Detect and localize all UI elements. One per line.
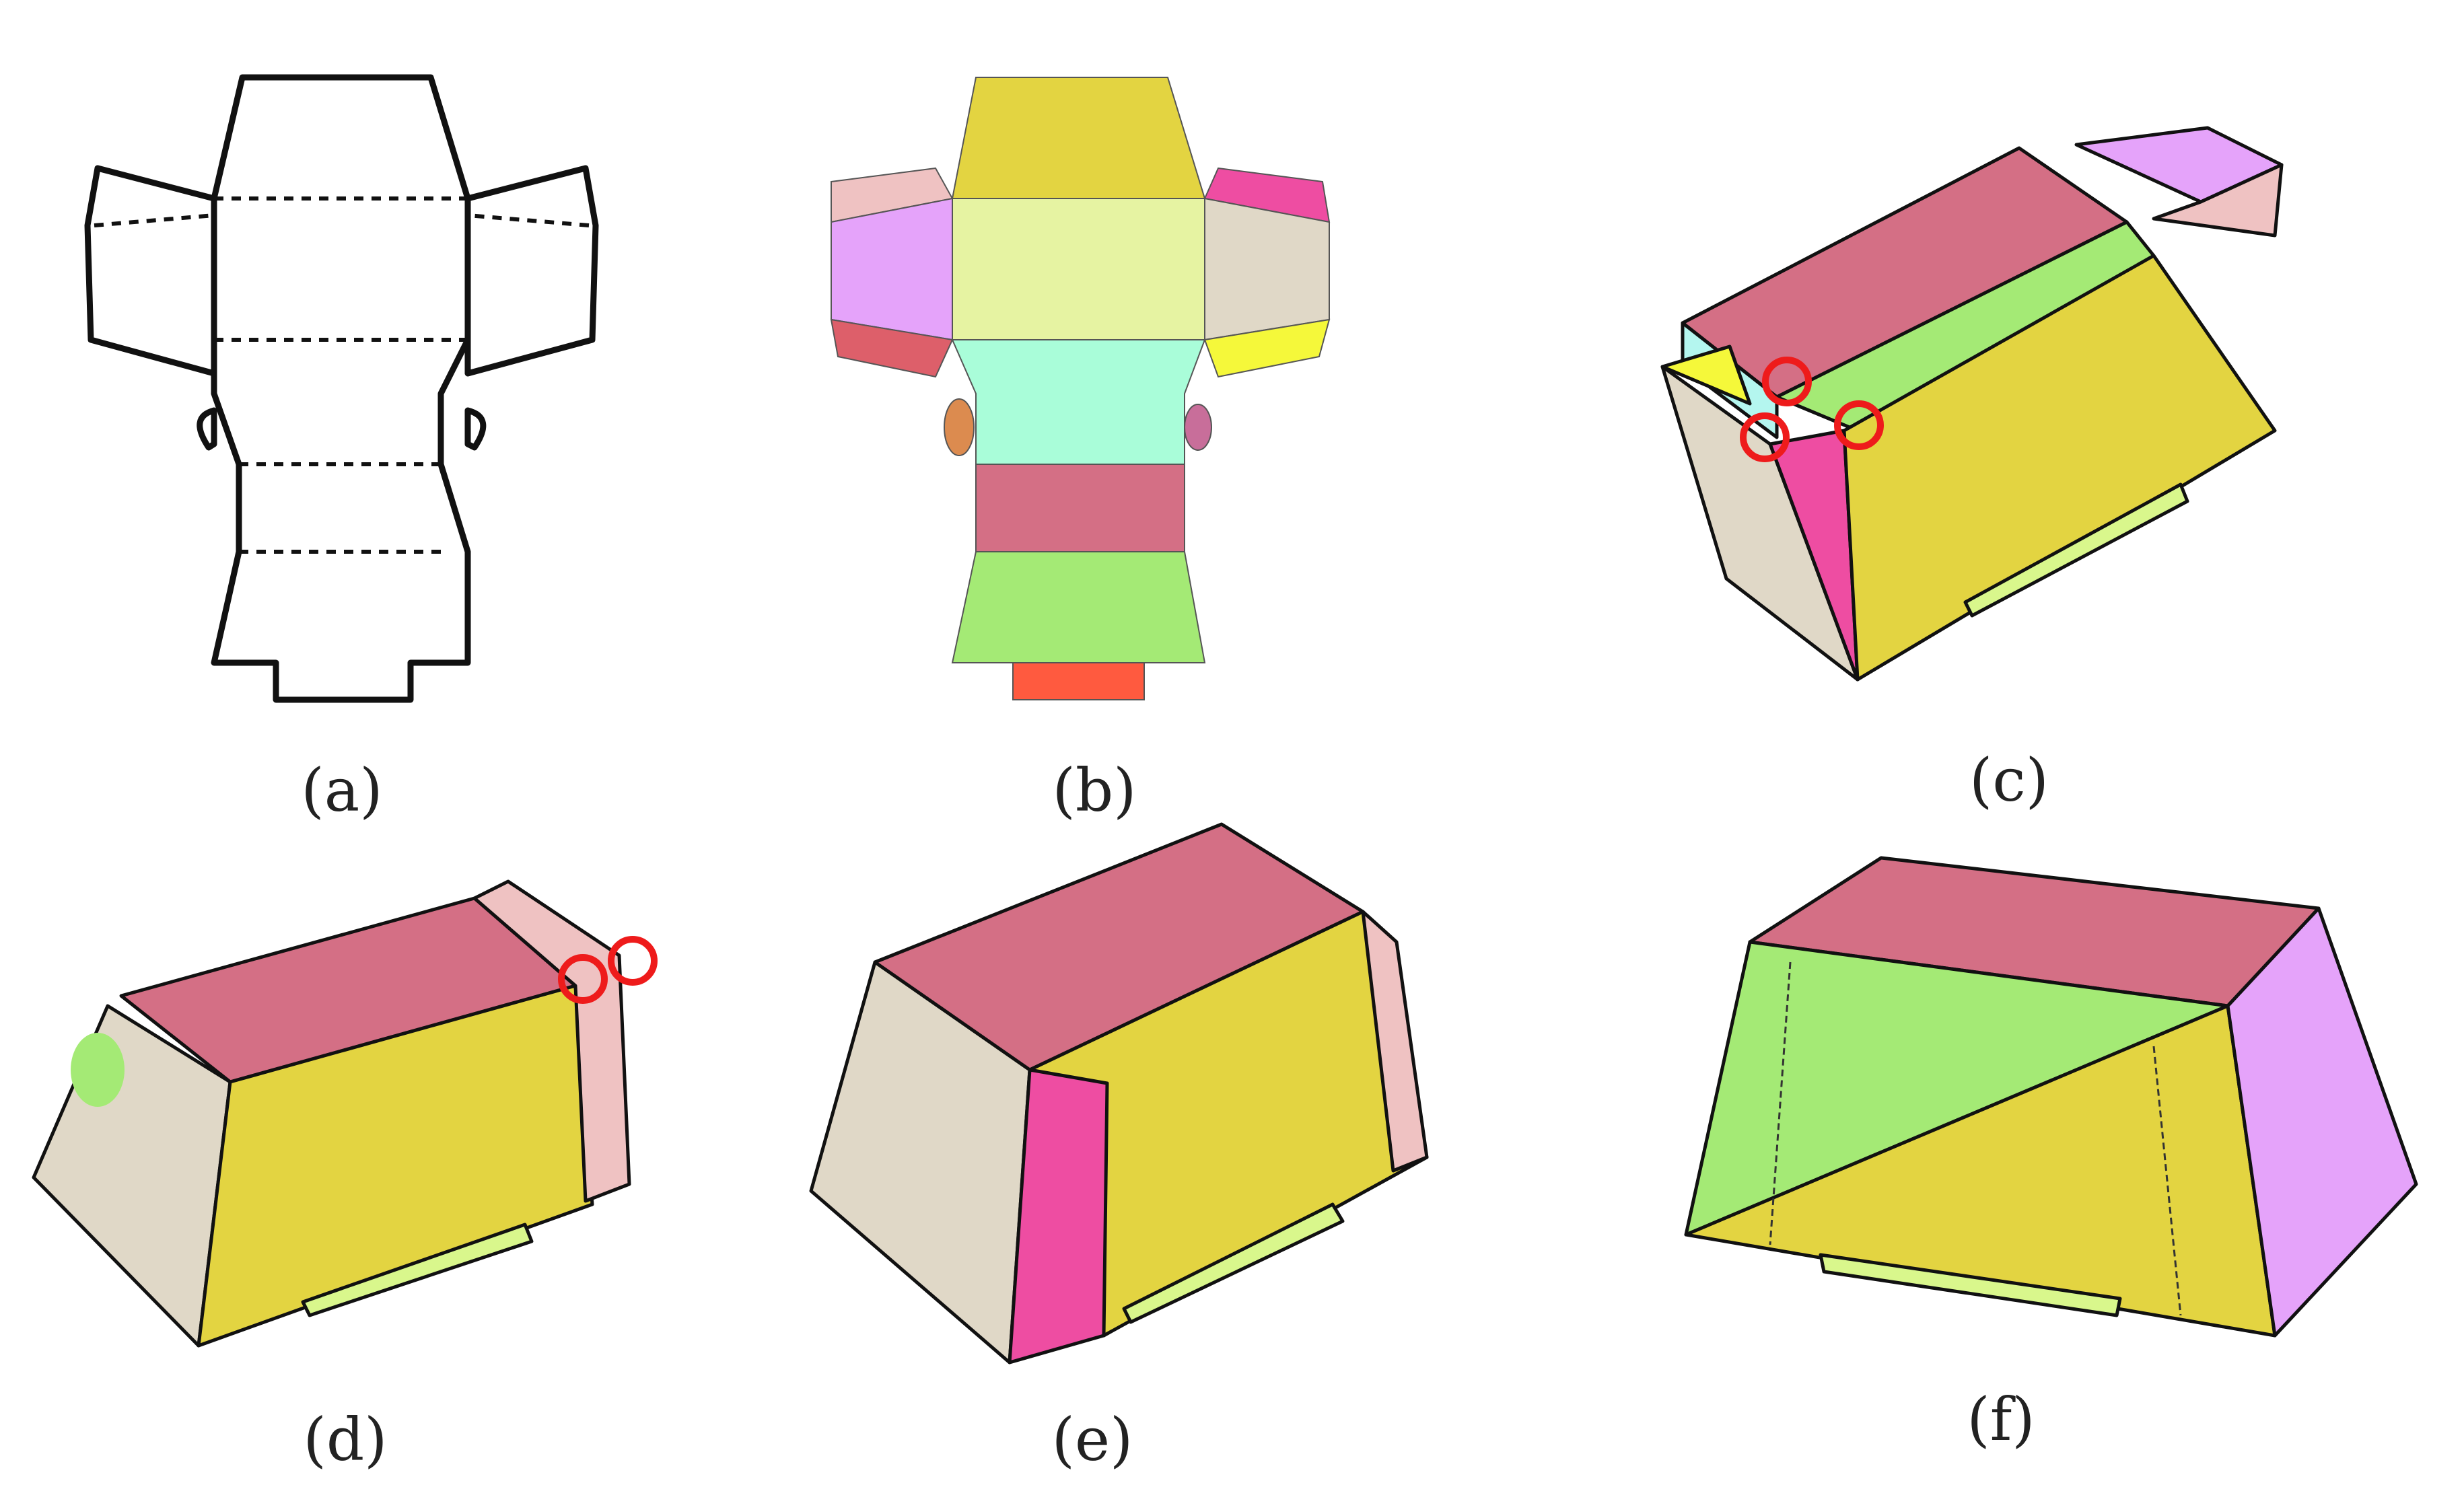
panel-f-inner-edges bbox=[1769, 961, 2182, 1316]
panel-b-colored-net bbox=[830, 77, 1331, 700]
panel-a-dieline bbox=[84, 74, 599, 703]
net-front-panel bbox=[951, 339, 1206, 465]
f-slot bbox=[1819, 1253, 2122, 1317]
net-left-ear bbox=[944, 398, 975, 456]
caption-f: (f) bbox=[1967, 1385, 2035, 1454]
panel-a-fold-lines bbox=[94, 196, 590, 554]
net-right-flap-bottom bbox=[1203, 318, 1331, 378]
net-left-side-panel bbox=[831, 197, 953, 341]
caption-c: (c) bbox=[1969, 746, 2049, 815]
dieline-left-ear-outline bbox=[197, 407, 217, 451]
net-right-ear bbox=[1184, 404, 1212, 451]
net-glue-tab bbox=[1012, 662, 1145, 700]
c-yellow-flap bbox=[1660, 344, 1752, 406]
net-right-side-panel bbox=[1204, 197, 1330, 341]
net-left-flap-bottom bbox=[830, 318, 954, 378]
c-highlight-circle-2 bbox=[1740, 412, 1790, 462]
panel-c-partial-fold bbox=[1660, 126, 2284, 682]
dieline-right-flap-outline bbox=[464, 165, 599, 377]
d-highlight-circle-1 bbox=[558, 954, 608, 1004]
panel-d-highlights bbox=[558, 936, 658, 1004]
c-slot bbox=[1963, 482, 2189, 618]
caption-d: (d) bbox=[304, 1405, 388, 1474]
d-slot bbox=[301, 1223, 534, 1317]
c-yellow-front bbox=[1842, 254, 2277, 682]
caption-a: (a) bbox=[301, 756, 382, 825]
panel-d-box bbox=[32, 879, 631, 1348]
d-highlight-circle-2 bbox=[608, 936, 658, 986]
caption-e: (e) bbox=[1052, 1405, 1133, 1474]
e-pink-flap bbox=[1361, 910, 1429, 1173]
net-top-flap bbox=[951, 77, 1206, 199]
net-bottom-panel bbox=[975, 464, 1185, 552]
dieline-left-flap-outline bbox=[84, 165, 217, 377]
net-back-panel bbox=[951, 551, 1206, 663]
panel-f-box bbox=[1684, 856, 2418, 1338]
d-yellow-front bbox=[197, 984, 594, 1348]
dieline-right-ear-outline bbox=[464, 407, 487, 451]
c-pink-flap bbox=[2152, 163, 2284, 238]
c-highlight-circle-3 bbox=[1834, 400, 1884, 450]
caption-b: (b) bbox=[1053, 756, 1137, 825]
net-lid-panel bbox=[952, 198, 1205, 340]
f-lavender-side bbox=[2226, 906, 2418, 1338]
panel-c-highlights bbox=[1740, 357, 1884, 462]
e-magenta-panel bbox=[1008, 1068, 1109, 1365]
dieline-body-outline bbox=[211, 74, 471, 703]
d-green-ear bbox=[71, 1033, 125, 1107]
c-highlight-circle-1 bbox=[1762, 357, 1812, 406]
panel-e-box bbox=[809, 822, 1429, 1365]
e-slot bbox=[1122, 1202, 1345, 1324]
